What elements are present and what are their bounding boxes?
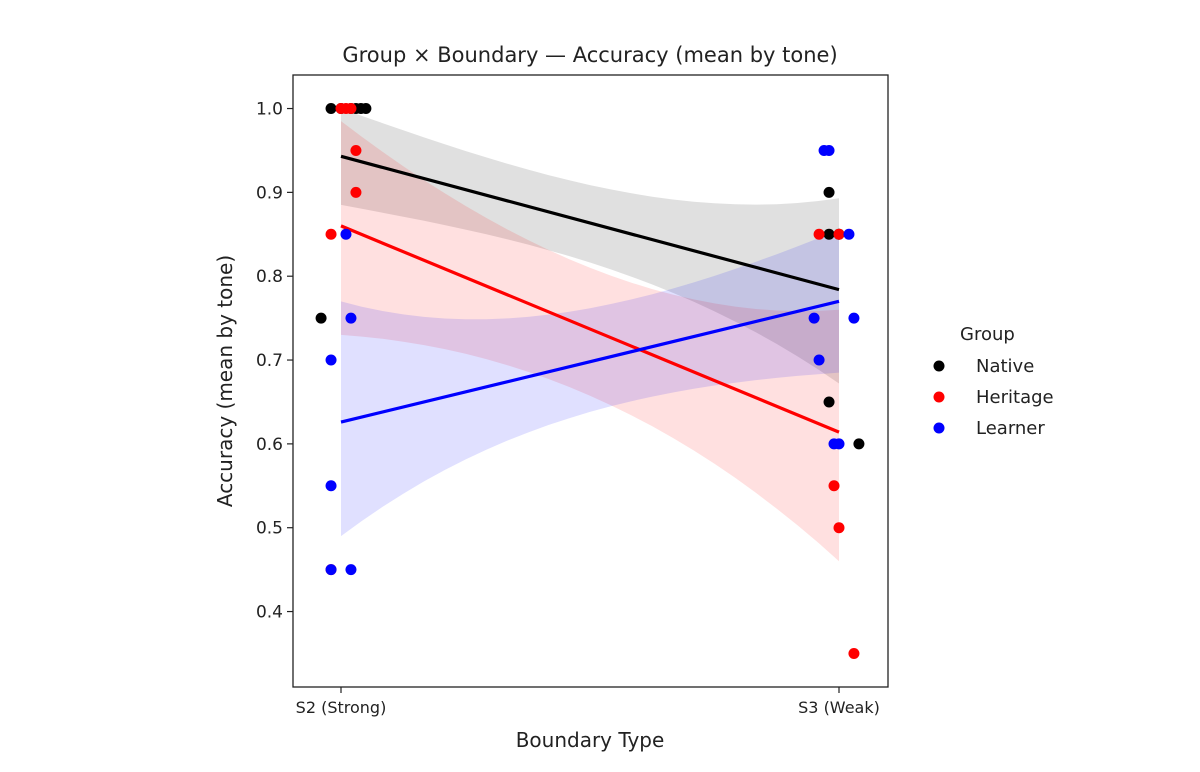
- point-heritage: [345, 103, 357, 115]
- fit-line-learner: [340, 299, 840, 424]
- legend-marker-learner: [933, 422, 945, 434]
- point-heritage: [828, 480, 840, 492]
- point-native: [360, 103, 372, 115]
- point-learner: [823, 144, 835, 156]
- fit-line-native: [340, 154, 840, 292]
- y-tick-label: 0.5: [256, 519, 283, 539]
- chart-title: Group × Boundary — Accuracy (mean by ton…: [342, 43, 837, 67]
- point-learner: [325, 354, 337, 366]
- point-learner: [833, 438, 845, 450]
- point-native: [823, 396, 835, 408]
- y-tick-label: 0.8: [256, 267, 283, 287]
- point-native: [823, 228, 835, 240]
- point-native: [315, 312, 327, 324]
- point-native: [325, 103, 337, 115]
- point-heritage: [350, 144, 362, 156]
- point-learner: [848, 312, 860, 324]
- point-learner: [813, 354, 825, 366]
- point-heritage: [833, 522, 845, 534]
- legend-label-heritage: Heritage: [976, 387, 1054, 408]
- fit-line-heritage: [340, 224, 840, 434]
- legend-title: Group: [960, 324, 1015, 345]
- confidence-bands: [341, 108, 839, 562]
- legend-marker-heritage: [933, 391, 945, 403]
- y-tick-label: 0.7: [256, 351, 283, 371]
- data-points: [315, 103, 865, 659]
- regression-lines: [340, 154, 840, 434]
- point-learner: [340, 228, 352, 240]
- y-tick-label: 0.9: [256, 183, 283, 203]
- y-tick-label: 0.6: [256, 435, 283, 455]
- point-heritage: [813, 228, 825, 240]
- legend-label-learner: Learner: [976, 418, 1045, 439]
- y-tick-label: 0.4: [256, 603, 283, 623]
- legend-marker-native: [933, 360, 945, 372]
- point-heritage: [325, 228, 337, 240]
- y-axis-label: Accuracy (mean by tone): [213, 255, 237, 507]
- point-heritage: [350, 186, 362, 198]
- point-learner: [325, 564, 337, 576]
- ci-band-learner: [341, 230, 839, 537]
- legend-label-native: Native: [976, 356, 1034, 377]
- point-heritage: [833, 228, 845, 240]
- ci-band-heritage: [341, 121, 839, 562]
- x-tick-label: S2 (Strong): [296, 698, 387, 717]
- legend: Group Native Heritage Learner: [933, 324, 1054, 439]
- point-learner: [808, 312, 820, 324]
- plot-frame: [292, 74, 889, 688]
- point-heritage: [848, 647, 860, 659]
- y-tick-label: 1.0: [256, 100, 283, 120]
- point-native: [823, 186, 835, 198]
- x-axis-label: Boundary Type: [516, 728, 665, 752]
- y-axis: 0.4 0.5 0.6 0.7 0.8 0.9 1.0: [256, 100, 293, 623]
- point-native: [853, 438, 865, 450]
- x-axis: S2 (Strong) S3 (Weak): [296, 687, 880, 717]
- point-learner: [345, 564, 357, 576]
- point-learner: [325, 480, 337, 492]
- x-tick-label: S3 (Weak): [798, 698, 880, 717]
- point-learner: [345, 312, 357, 324]
- ci-band-native: [341, 108, 839, 384]
- point-learner: [843, 228, 855, 240]
